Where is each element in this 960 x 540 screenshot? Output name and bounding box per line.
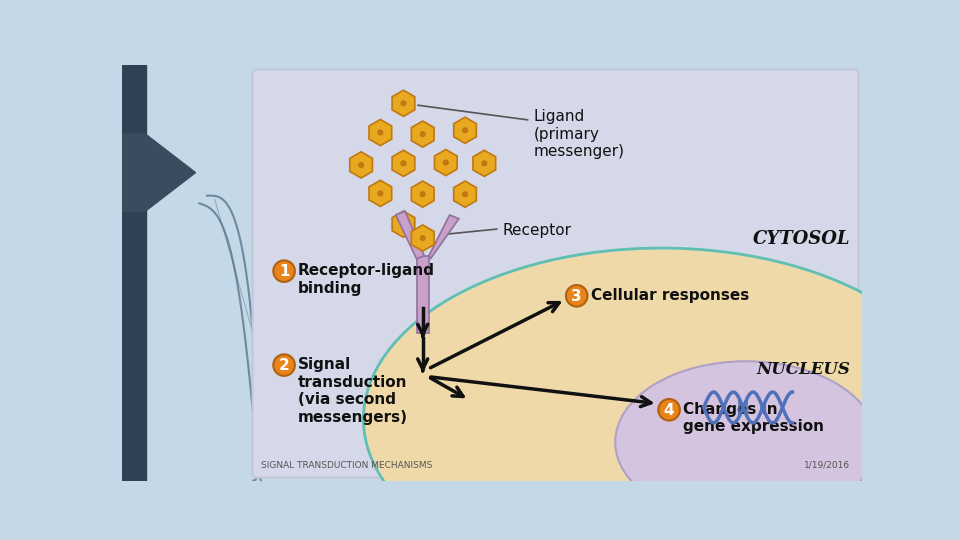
Text: Cellular responses: Cellular responses: [590, 288, 749, 303]
Circle shape: [420, 235, 425, 240]
Circle shape: [420, 132, 425, 137]
Text: CYTOSOL: CYTOSOL: [753, 231, 850, 248]
Ellipse shape: [615, 361, 877, 523]
Polygon shape: [435, 150, 457, 176]
Circle shape: [482, 161, 487, 166]
Text: Signal
transduction
(via second
messengers): Signal transduction (via second messenge…: [298, 357, 408, 424]
Polygon shape: [396, 211, 424, 259]
Circle shape: [274, 354, 295, 376]
Polygon shape: [369, 180, 392, 206]
Polygon shape: [412, 225, 434, 251]
Circle shape: [274, 260, 295, 282]
Text: Receptor: Receptor: [503, 222, 572, 238]
Polygon shape: [473, 150, 495, 177]
Text: Receptor-ligand
binding: Receptor-ligand binding: [298, 264, 435, 296]
Circle shape: [420, 192, 425, 197]
Text: 1: 1: [278, 265, 289, 279]
Circle shape: [401, 101, 406, 106]
Polygon shape: [412, 121, 434, 147]
Polygon shape: [412, 181, 434, 207]
Circle shape: [359, 163, 364, 167]
Bar: [417, 256, 429, 333]
Circle shape: [659, 399, 680, 421]
Text: SIGNAL TRANSDUCTION MECHANISMS: SIGNAL TRANSDUCTION MECHANISMS: [261, 461, 432, 470]
Circle shape: [401, 222, 406, 227]
Text: NUCLEUS: NUCLEUS: [756, 361, 850, 378]
Polygon shape: [369, 119, 392, 146]
Polygon shape: [349, 152, 372, 178]
Circle shape: [463, 192, 468, 197]
Text: Changes in
gene expression: Changes in gene expression: [683, 402, 824, 435]
Polygon shape: [392, 211, 415, 237]
Text: 2: 2: [278, 359, 290, 373]
Polygon shape: [392, 150, 415, 177]
Polygon shape: [454, 181, 476, 207]
Circle shape: [378, 130, 383, 135]
Text: Ligand
(primary
messenger): Ligand (primary messenger): [534, 110, 625, 159]
Polygon shape: [392, 90, 415, 117]
Text: 4: 4: [663, 403, 675, 418]
Text: 3: 3: [571, 289, 582, 304]
FancyBboxPatch shape: [252, 70, 858, 477]
Circle shape: [401, 161, 406, 166]
Circle shape: [565, 285, 588, 307]
Text: 1/19/2016: 1/19/2016: [804, 461, 850, 470]
Polygon shape: [454, 117, 476, 143]
Circle shape: [378, 191, 383, 195]
Bar: [123, 65, 146, 481]
Ellipse shape: [365, 249, 958, 540]
Polygon shape: [123, 134, 196, 211]
Circle shape: [444, 160, 448, 165]
Bar: [146, 65, 257, 481]
Polygon shape: [429, 215, 459, 259]
Circle shape: [463, 128, 468, 133]
